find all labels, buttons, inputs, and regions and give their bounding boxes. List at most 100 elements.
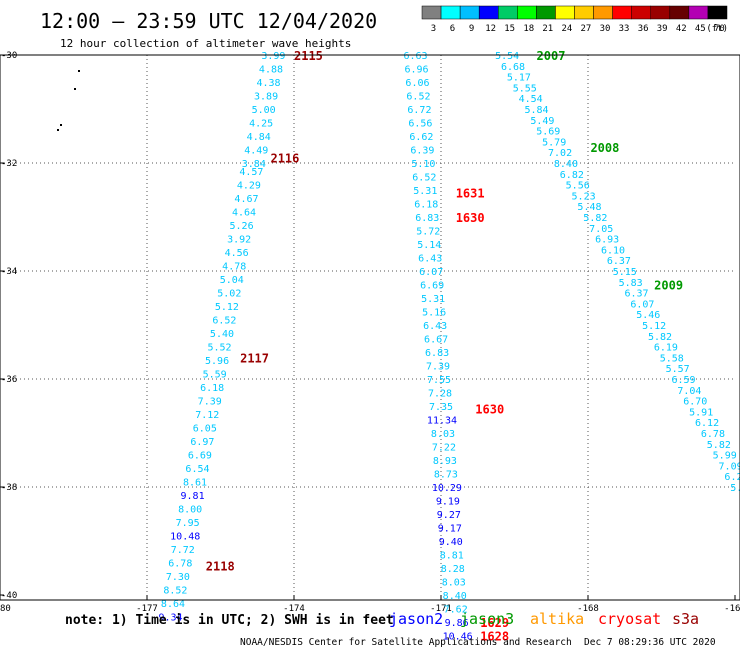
color-swatch (631, 5, 651, 20)
time-label: 1630 (475, 403, 504, 417)
swh-value: 7.28 (428, 389, 452, 400)
swh-value: 6.43 (418, 254, 442, 265)
swh-value: 6.59 (672, 375, 696, 386)
color-swatch (555, 5, 575, 20)
swh-value: 7.09 (719, 461, 740, 472)
chart-title: 12:00 – 23:59 UTC 12/04/2020 (40, 9, 377, 33)
swh-value: 6.07 (419, 267, 443, 278)
swh-value: 8.73 (434, 470, 458, 481)
swh-value: 5.91 (689, 407, 713, 418)
x-tick-label: -168 (577, 604, 599, 614)
y-tick-label: -34 (1, 267, 17, 277)
swh-value: 4.38 (256, 78, 280, 89)
color-unit-label: (ft) (706, 24, 728, 34)
satellite-legend: jason2 jason3 altika cryosat s3a (389, 610, 699, 628)
swh-value: 5.83 (619, 278, 643, 289)
legend-s3a: s3a (672, 610, 699, 628)
swh-value: 9.34 (158, 613, 182, 624)
swh-value: 6.06 (405, 78, 429, 89)
swh-value: 6.72 (407, 105, 431, 116)
swh-value: 4.88 (259, 65, 283, 76)
legend-jason3: jason3 (460, 610, 514, 628)
swh-value: 6.52 (412, 173, 436, 184)
color-tick-label: 6 (450, 24, 455, 34)
color-swatch (459, 5, 480, 20)
swh-value: 4.29 (237, 181, 261, 192)
color-swatch (517, 5, 537, 20)
swh-value: 5.12 (215, 302, 239, 313)
swh-value: 6.39 (410, 146, 434, 157)
time-label: 2009 (654, 279, 683, 293)
swh-value: 6.83 (415, 213, 439, 224)
color-swatch (536, 5, 556, 20)
swh-value: 6.70 (683, 397, 707, 408)
swh-value: 8.03 (442, 578, 466, 589)
swh-value: 5.69 (536, 127, 560, 138)
legend-cryosat: cryosat (598, 610, 661, 628)
swh-value: 7.62 (444, 605, 468, 616)
grid-lines (0, 55, 735, 595)
swh-value: 5.60 (730, 483, 740, 494)
swh-value: 7.55 (427, 375, 451, 386)
swh-value: 6.96 (404, 65, 428, 76)
swh-value: 5.31 (413, 186, 437, 197)
swh-value: 6.93 (595, 235, 619, 246)
swh-value: 7.22 (432, 443, 456, 454)
swh-value: 9.19 (436, 497, 460, 508)
x-tick-label: -165 (724, 604, 740, 614)
x-tick-label: -174 (283, 604, 305, 614)
swh-value: 5.40 (210, 329, 234, 340)
x-axis: -180 -177 -174 -171 -168 -165 (0, 595, 740, 614)
swh-value: 7.02 (548, 148, 572, 159)
swh-value: 9.81 (181, 491, 205, 502)
color-tick-label: 18 (523, 24, 534, 34)
time-label: 2118 (206, 559, 235, 573)
swh-value: 6.82 (560, 170, 584, 181)
swh-value: 6.27 (724, 472, 740, 483)
swh-value: 7.30 (166, 572, 190, 583)
swh-value: 5.57 (666, 364, 690, 375)
swh-value: 6.83 (425, 348, 449, 359)
swh-value: 5.49 (530, 116, 554, 127)
color-swatch (650, 5, 671, 20)
y-tick-label: -40 (1, 591, 17, 601)
swh-value: 5.79 (542, 137, 566, 148)
swh-value: 6.67 (424, 335, 448, 346)
swh-value: 5.16 (422, 308, 446, 319)
swh-value: 6.62 (409, 132, 433, 143)
plot-frame (0, 54, 740, 601)
swh-value: 8.40 (554, 159, 578, 170)
time-label: 1631 (456, 187, 485, 201)
color-swatch (707, 5, 728, 20)
color-tick-label: 24 (561, 24, 572, 34)
swh-value: 5.15 (613, 267, 637, 278)
legend-altika: altika (530, 610, 584, 628)
swh-value: 6.97 (190, 437, 214, 448)
swh-value: 5.14 (417, 240, 441, 251)
y-tick-label: -30 (1, 51, 17, 61)
color-scale-bar: 3 6 9 12 15 18 21 24 27 30 33 36 39 42 45 70(ft) (421, 5, 728, 34)
swh-value: 5.54 (495, 51, 519, 62)
x-tick-label: -180 (0, 604, 11, 614)
time-label: 2115 (294, 49, 323, 63)
stray-marks (57, 70, 80, 131)
color-tick-label: 36 (638, 24, 649, 34)
swh-value: 3.92 (227, 235, 251, 246)
swh-value: 5.82 (707, 440, 731, 451)
y-tick-label: -32 (1, 159, 17, 169)
color-tick-label: 27 (581, 24, 592, 34)
swh-value: 10.29 (432, 483, 462, 494)
swh-value: 6.37 (624, 289, 648, 300)
swh-value: 8.93 (433, 456, 457, 467)
color-swatch (669, 5, 690, 20)
color-tick-label: 3 (431, 24, 436, 34)
cryosat-track: 6.63 6.96 6.06 6.52 6.72 6.56 6.62 6.39 5.10 6.52… (403, 51, 472, 643)
swh-value: 7.95 (176, 518, 200, 529)
time-label: 2007 (537, 49, 566, 63)
color-tick-label: 70 (714, 24, 725, 34)
swh-value: 7.39 (426, 362, 450, 373)
color-tick-label: 33 (619, 24, 630, 34)
